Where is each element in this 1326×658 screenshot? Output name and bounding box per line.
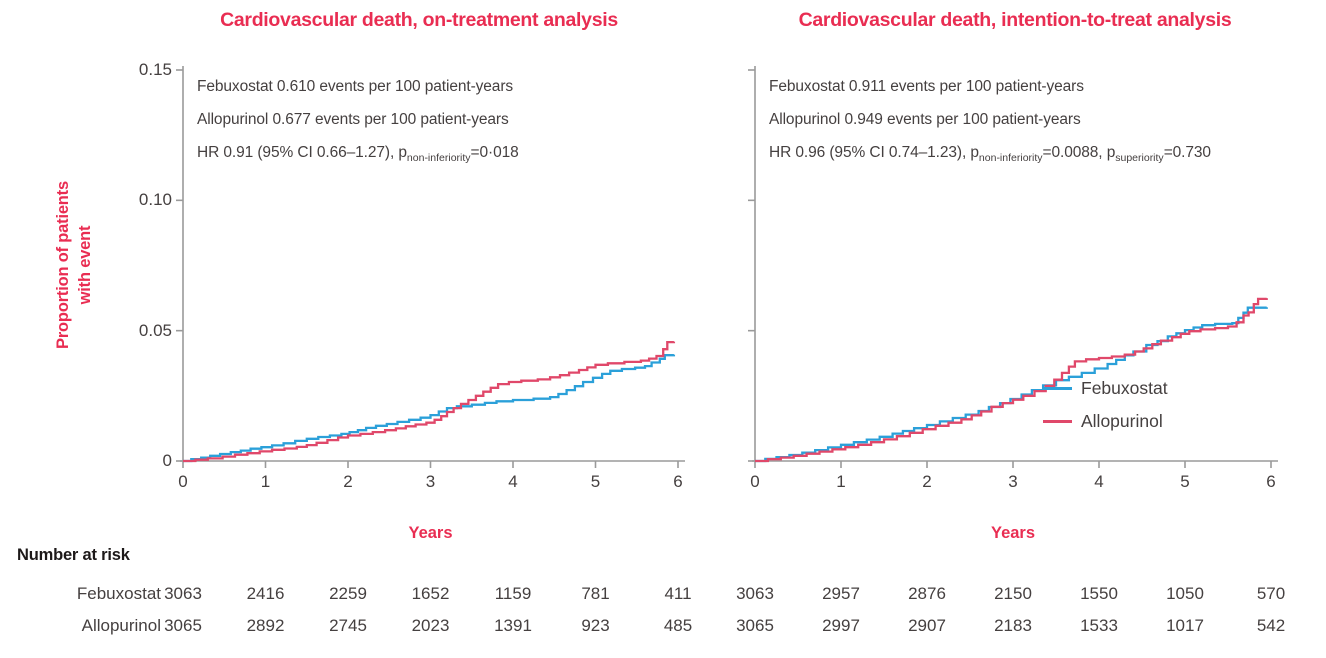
risk-count-allopurinol-panel-1-year-2: 2907	[908, 616, 946, 635]
risk-count-allopurinol-panel-0-year-4: 1391	[494, 616, 532, 635]
febuxostat-curve-panel-0	[183, 354, 676, 463]
risk-row-label-febuxostat: Febuxostat	[76, 584, 161, 603]
legend-label-allopurinol: Allopurinol	[1081, 411, 1163, 431]
legend: Febuxostat Allopurinol	[1043, 372, 1168, 438]
left-allopurinol-rate: Allopurinol 0.677 events per 100 patient…	[197, 111, 509, 128]
hr-text-segment: =0.730	[1163, 144, 1211, 161]
right-febuxostat-rate: Febuxostat 0.911 events per 100 patient-…	[769, 78, 1084, 95]
risk-count-allopurinol-panel-1-year-3: 2183	[994, 616, 1032, 635]
risk-count-allopurinol-panel-1-year-0: 3065	[736, 616, 774, 635]
hr-subscript: superiority	[1115, 152, 1164, 164]
risk-count-febuxostat-panel-0-year-4: 1159	[494, 584, 532, 603]
y-tick-label-0: 0	[162, 451, 172, 470]
right-panel-title: Cardiovascular death, intention-to-treat…	[798, 9, 1232, 31]
allopurinol-curve-panel-0	[183, 340, 676, 463]
right-x-axis-title: Years	[990, 524, 1036, 542]
hr-text-segment: HR 0.96 (95% CI 0.74–1.23), p	[769, 144, 979, 161]
allopurinol-curve-panel-1	[755, 297, 1268, 463]
risk-count-febuxostat-panel-1-year-1: 2957	[822, 584, 860, 603]
x-tick-label-0-3: 3	[425, 472, 436, 491]
risk-count-febuxostat-panel-0-year-5: 781	[581, 584, 610, 603]
x-tick-label-0-0: 0	[178, 472, 188, 491]
risk-count-allopurinol-panel-1-year-6: 542	[1256, 616, 1286, 635]
risk-count-allopurinol-panel-1-year-4: 1533	[1080, 616, 1118, 635]
risk-count-allopurinol-panel-1-year-5: 1017	[1166, 616, 1204, 635]
hr-text-segment: =0·018	[470, 144, 519, 161]
x-tick-label-0-2: 2	[343, 472, 353, 491]
risk-count-febuxostat-panel-0-year-3: 1652	[411, 584, 450, 603]
risk-count-allopurinol-panel-1-year-1: 2997	[822, 616, 860, 635]
x-tick-label-1-1: 1	[836, 472, 846, 491]
hr-text-segment: =0.0088, p	[1042, 144, 1116, 161]
x-tick-label-0-5: 5	[590, 472, 601, 491]
x-tick-label-0-6: 6	[673, 472, 683, 491]
number-at-risk-header: Number at risk	[17, 546, 130, 564]
y-tick-label-0.10: 0.10	[138, 190, 172, 210]
risk-count-febuxostat-panel-1-year-0: 3063	[736, 584, 774, 603]
risk-count-allopurinol-panel-0-year-5: 923	[581, 616, 610, 635]
risk-count-febuxostat-panel-1-year-5: 1050	[1166, 584, 1204, 603]
risk-count-febuxostat-panel-0-year-1: 2416	[246, 584, 285, 603]
hr-text-segment: HR 0.91 (95% CI 0.66–1.27), p	[197, 144, 407, 161]
left-x-axis-title: Years	[408, 524, 453, 542]
y-axis-label: Proportion of patients with event	[53, 113, 97, 417]
risk-row-label-allopurinol: Allopurinol	[81, 616, 161, 635]
hr-subscript: non-inferiority	[978, 152, 1043, 164]
risk-count-febuxostat-panel-1-year-3: 2150	[994, 584, 1032, 603]
x-tick-label-1-5: 5	[1180, 472, 1190, 491]
allopurinol-line-swatch	[1043, 420, 1072, 423]
left-hazard-ratio-line: HR 0.91 (95% CI 0.66–1.27), pnon-inferio…	[197, 142, 519, 164]
risk-count-febuxostat-panel-1-year-6: 570	[1256, 584, 1286, 603]
x-tick-label-0-4: 4	[508, 472, 518, 491]
risk-count-allopurinol-panel-0-year-2: 2745	[329, 616, 367, 635]
legend-item-allopurinol: Allopurinol	[1043, 405, 1168, 438]
risk-count-febuxostat-panel-0-year-0: 3063	[164, 584, 202, 603]
legend-item-febuxostat: Febuxostat	[1043, 372, 1168, 405]
y-tick-label-0.05: 0.05	[138, 320, 172, 340]
left-panel-title: Cardiovascular death, on-treatment analy…	[220, 9, 618, 31]
risk-count-allopurinol-panel-0-year-0: 3065	[164, 616, 202, 635]
risk-count-allopurinol-panel-0-year-3: 2023	[411, 616, 450, 635]
risk-count-febuxostat-panel-0-year-2: 2259	[329, 584, 367, 603]
y-tick-label-0.15: 0.15	[138, 60, 172, 79]
x-tick-label-1-0: 0	[750, 472, 760, 491]
left-febuxostat-rate: Febuxostat 0.610 events per 100 patient-…	[197, 78, 514, 95]
x-tick-label-1-2: 2	[922, 472, 932, 491]
y-axis-label-line1: Proportion of patients	[54, 181, 72, 349]
risk-count-allopurinol-panel-0-year-6: 485	[663, 616, 693, 635]
right-hazard-ratio-line: HR 0.96 (95% CI 0.74–1.23), pnon-inferio…	[769, 142, 1211, 164]
x-tick-label-1-6: 6	[1266, 472, 1276, 491]
febuxostat-line-swatch	[1043, 387, 1072, 390]
hr-subscript: non-inferiority	[406, 152, 471, 164]
risk-count-febuxostat-panel-0-year-6: 411	[664, 584, 692, 603]
right-allopurinol-rate: Allopurinol 0.949 events per 100 patient…	[769, 111, 1081, 128]
x-tick-label-1-3: 3	[1008, 472, 1018, 491]
risk-count-febuxostat-panel-1-year-4: 1550	[1080, 584, 1118, 603]
y-axis-label-line2: with event	[75, 225, 94, 305]
x-tick-label-0-1: 1	[260, 472, 271, 491]
risk-count-allopurinol-panel-0-year-1: 2892	[246, 616, 285, 635]
risk-count-febuxostat-panel-1-year-2: 2876	[908, 584, 946, 603]
legend-label-febuxostat: Febuxostat	[1081, 378, 1168, 398]
x-tick-label-1-4: 4	[1094, 472, 1104, 491]
